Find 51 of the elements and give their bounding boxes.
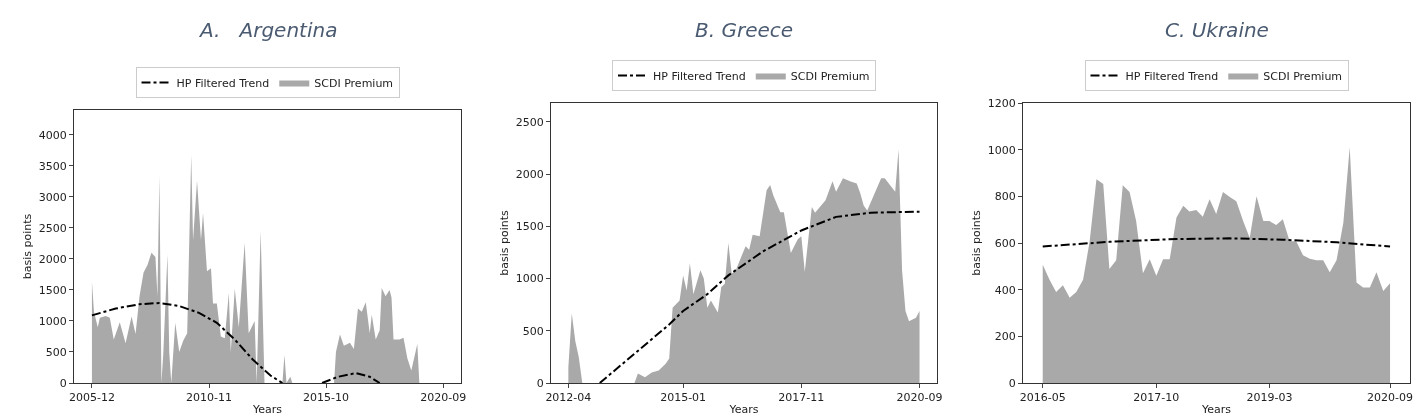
y-tick-label: 1000: [515, 272, 544, 286]
x-tick-label: 2017-11: [778, 391, 825, 405]
x-tick-label: 2020-09: [420, 391, 467, 405]
y-tick-label: 1000: [987, 143, 1016, 157]
y-tick-label: 1000: [38, 314, 67, 328]
y-tick-label: 3500: [38, 159, 67, 173]
y-tick-label: 2500: [38, 221, 67, 235]
y-tick-label: 4000: [38, 128, 67, 142]
chart-title: A. Argentina: [198, 18, 338, 42]
legend-label: HP Filtered Trend: [1125, 69, 1219, 83]
x-tick-label: 2015-10: [303, 391, 350, 405]
x-axis-title: Years: [1200, 403, 1232, 417]
y-tick-label: 500: [45, 345, 67, 359]
y-tick-label: 1200: [987, 96, 1016, 110]
y-tick-label: 400: [994, 283, 1016, 297]
y-tick-label: 500: [522, 324, 544, 338]
y-tick-label: 600: [994, 236, 1016, 250]
chart-title: C. Ukraine: [1165, 18, 1269, 42]
y-tick-label: 1500: [515, 220, 544, 234]
line-series: [1041, 237, 1392, 248]
y-tick-label: 2500: [515, 115, 544, 129]
y-tick-label: 2000: [38, 252, 67, 266]
x-tick-label: 2012-04: [545, 391, 592, 405]
x-tick-label: 2005-12: [68, 391, 115, 405]
x-tick-label: 2019-03: [1246, 391, 1293, 405]
x-tick-label: 2020-09: [1367, 391, 1414, 405]
x-tick-label: 2020-09: [896, 391, 943, 405]
y-axis-title: basis points: [498, 209, 512, 276]
x-tick-label: 2015-01: [660, 391, 707, 405]
legend-label: SCDI Premium: [1263, 69, 1343, 83]
y-axis-title: basis points: [21, 213, 35, 280]
x-axis-title: Years: [728, 403, 759, 417]
legend-label: SCDI Premium: [314, 76, 394, 90]
x-tick-label: 2017-10: [1133, 391, 1180, 405]
y-tick-label: 0: [59, 376, 67, 390]
legend-label: HP Filtered Trend: [176, 76, 270, 90]
y-tick-label: 2000: [515, 167, 544, 181]
y-tick-label: 3000: [38, 190, 67, 204]
y-axis-title: basis points: [970, 209, 984, 276]
x-tick-label: 2010-11: [186, 391, 232, 405]
legend-label: HP Filtered Trend: [653, 69, 746, 83]
line-series: [598, 210, 921, 383]
y-tick-label: 0: [1008, 376, 1016, 390]
x-axis-title: Years: [251, 403, 283, 417]
y-tick-label: 0: [536, 376, 544, 390]
y-tick-label: 200: [994, 330, 1016, 344]
y-tick-label: 800: [994, 190, 1016, 204]
legend-label: SCDI Premium: [790, 69, 870, 83]
y-tick-label: 1500: [38, 283, 67, 297]
x-tick-label: 2016-05: [1019, 391, 1066, 405]
chart-title: B. Greece: [695, 18, 794, 42]
